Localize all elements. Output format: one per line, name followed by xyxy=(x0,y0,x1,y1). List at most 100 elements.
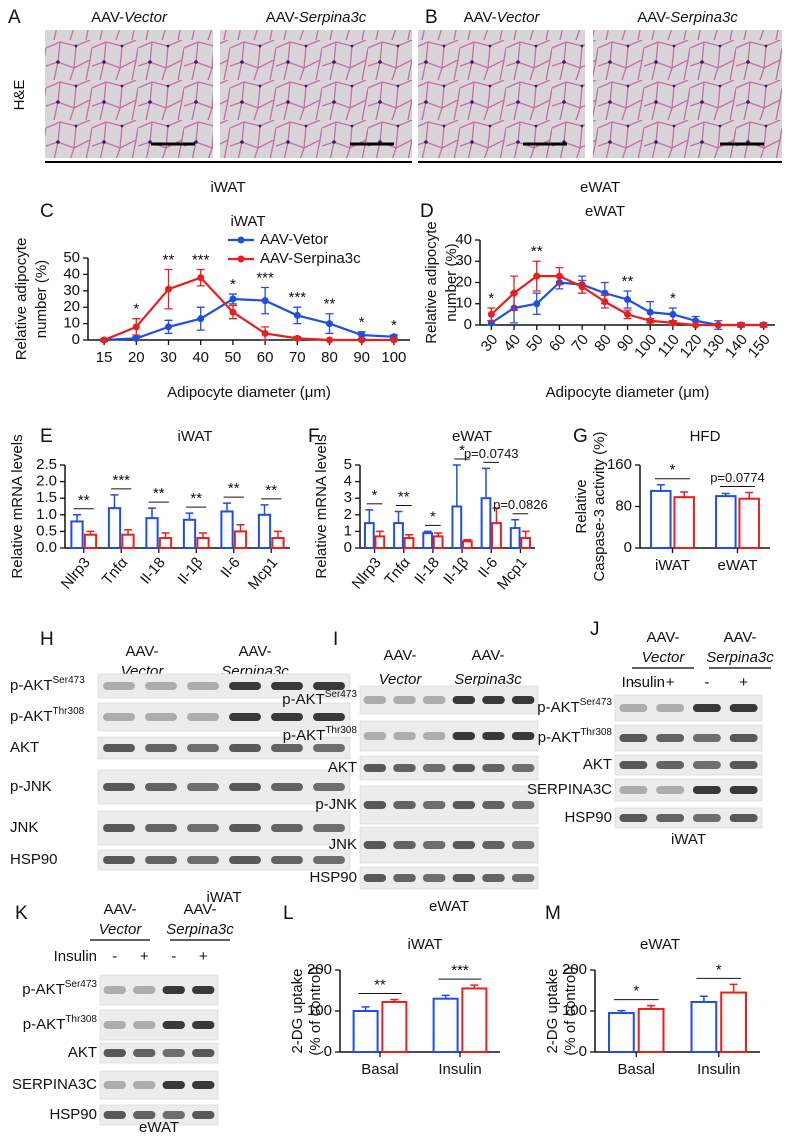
x-tick-label: 50 xyxy=(225,349,242,366)
blot-band xyxy=(162,986,185,994)
blot-band xyxy=(729,704,758,712)
blot-band xyxy=(363,801,387,809)
blot-band xyxy=(393,874,416,882)
blot-band xyxy=(187,783,219,791)
group-name: Vector xyxy=(642,649,686,666)
chart-title: iWAT xyxy=(408,936,443,953)
blot-band xyxy=(692,704,721,712)
x-tick-label: Basal xyxy=(617,1061,655,1078)
error-bar xyxy=(423,530,432,534)
x-tick-label: Il-1β xyxy=(174,554,206,588)
blot-band xyxy=(145,682,177,690)
x-tick-label: iWAT xyxy=(655,557,690,574)
y-tick-label: 0 xyxy=(624,539,632,556)
bar xyxy=(196,537,210,549)
chart-title: HFD xyxy=(690,428,721,445)
blot-band xyxy=(271,744,303,752)
error-bar xyxy=(434,532,443,537)
significance: *** xyxy=(256,269,274,286)
error-bar xyxy=(617,1009,626,1014)
chart-title: iWAT xyxy=(231,213,266,230)
data-point xyxy=(533,272,541,280)
data-point xyxy=(737,321,745,329)
blot-band xyxy=(511,764,535,772)
data-point xyxy=(555,272,563,280)
y-axis-title: Relative adipocyte xyxy=(13,238,30,361)
treatment-label: Insulin xyxy=(622,674,665,691)
blot-row-label: AKT xyxy=(328,759,357,776)
blot-band xyxy=(363,841,387,849)
blot-strip xyxy=(359,826,539,864)
bar xyxy=(650,489,672,549)
blot-band xyxy=(619,704,648,712)
group-prefix: AAV- xyxy=(91,9,124,26)
x-tick-label: 50 xyxy=(523,331,547,355)
significance: * xyxy=(230,276,236,293)
histology-image xyxy=(45,30,213,158)
blot-band xyxy=(656,761,685,769)
blot-band xyxy=(692,786,721,794)
bar xyxy=(257,513,272,549)
x-tick-label: Tnfα xyxy=(99,554,132,588)
blot-row-label: p-AKTSer473 xyxy=(22,979,97,998)
blot-strip xyxy=(614,778,763,802)
group-label: AAV-Serpina3c xyxy=(266,9,367,26)
blot-band xyxy=(192,1021,215,1029)
x-tick-label: 20 xyxy=(128,349,145,366)
significance: * xyxy=(133,301,139,318)
blot-row-label: p-AKTThr308 xyxy=(10,706,85,725)
significance: ** xyxy=(265,482,277,499)
protein-name: p-AKT xyxy=(537,699,580,716)
blot-band xyxy=(619,761,648,769)
tissue-label: iWAT xyxy=(211,179,246,196)
y-tick-label: 80 xyxy=(615,497,632,514)
blot-row-label: JNK xyxy=(10,819,38,836)
protein-name: p-AKT xyxy=(538,729,581,746)
error-bar xyxy=(236,524,245,532)
data-point xyxy=(390,336,398,344)
legend-label: AAV-Vetor xyxy=(260,231,328,248)
phospho-site: Ser473 xyxy=(325,689,358,700)
blot-band xyxy=(162,1049,185,1057)
blot-band xyxy=(271,824,303,832)
blot-band xyxy=(619,814,648,822)
significance: * xyxy=(391,317,397,334)
treatment-label: Insulin xyxy=(54,948,97,965)
panel-letter: L xyxy=(283,903,294,924)
y-tick-label: 10 xyxy=(63,315,80,332)
x-tick-label: Nlrp3 xyxy=(349,554,385,592)
protein-name: p-AKT xyxy=(10,677,53,694)
histology-image xyxy=(220,30,412,158)
group-prefix: AAV- xyxy=(637,9,670,26)
y-tick-label: 30 xyxy=(63,282,80,299)
phospho-site: Thr308 xyxy=(580,727,612,738)
bar xyxy=(422,532,434,549)
blot-band xyxy=(313,682,345,690)
y-axis-title: Relative mRNA levels xyxy=(313,434,330,578)
bar xyxy=(271,537,285,549)
error-bar xyxy=(441,994,450,999)
bar xyxy=(715,495,737,549)
bar xyxy=(461,540,473,549)
blot-band xyxy=(482,801,505,809)
phospho-site: Thr308 xyxy=(325,725,357,736)
blot-band xyxy=(229,824,261,832)
blot-band xyxy=(192,986,215,994)
y-tick-label: 0 xyxy=(324,1043,332,1060)
phospho-site: Ser473 xyxy=(65,979,98,990)
bar xyxy=(83,533,98,549)
x-tick-label: Tnfα xyxy=(381,554,414,588)
phospho-site: Ser473 xyxy=(53,675,86,686)
data-point xyxy=(165,285,172,293)
protein-name: p-AKT xyxy=(22,981,65,998)
error-bar xyxy=(375,530,384,537)
legend-marker xyxy=(237,255,245,263)
blot-band xyxy=(103,1081,126,1089)
x-tick-label: Il-18 xyxy=(411,554,443,587)
blot-band xyxy=(511,732,535,740)
blot-band xyxy=(145,783,177,791)
error-bar xyxy=(73,514,81,522)
data-point xyxy=(601,298,609,306)
x-axis-title: Adipocyte diameter (μm) xyxy=(167,384,331,401)
treatment-mark: + xyxy=(199,948,208,965)
